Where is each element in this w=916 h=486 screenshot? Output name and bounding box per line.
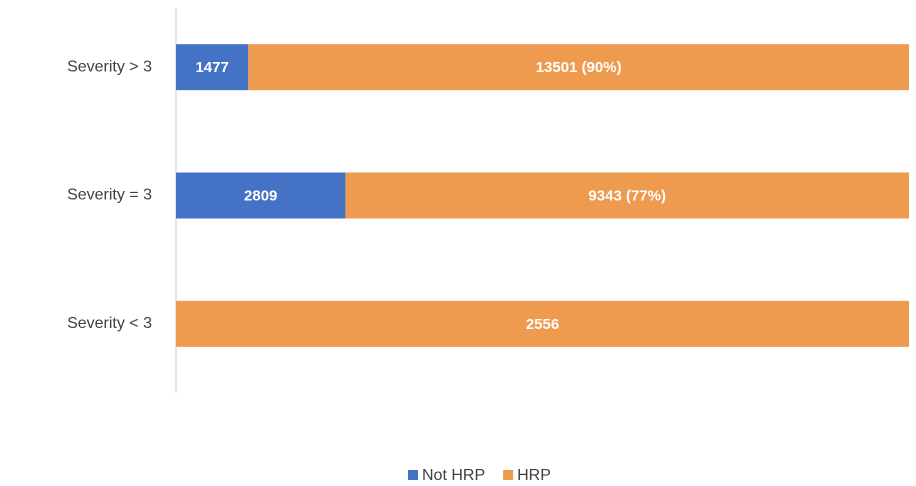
- category-label: Severity = 3: [67, 187, 152, 204]
- legend-label: HRP: [517, 467, 551, 484]
- data-label: 1477: [195, 59, 228, 76]
- legend-swatch: [408, 470, 418, 480]
- bar-segment: [176, 172, 346, 219]
- legend-label: Not HRP: [422, 467, 485, 484]
- bar-segment: [176, 300, 909, 347]
- data-label: 2809: [244, 187, 277, 204]
- legend-swatch: [503, 470, 514, 480]
- bar-segment: [176, 44, 249, 91]
- data-label: 2556: [526, 316, 559, 333]
- bar-segment: [248, 44, 909, 91]
- category-label: Severity > 3: [67, 58, 152, 75]
- data-label: 9343 (77%): [588, 187, 666, 204]
- category-label: Severity < 3: [67, 315, 152, 332]
- data-label: 13501 (90%): [536, 59, 622, 76]
- bar-segment: [345, 172, 909, 219]
